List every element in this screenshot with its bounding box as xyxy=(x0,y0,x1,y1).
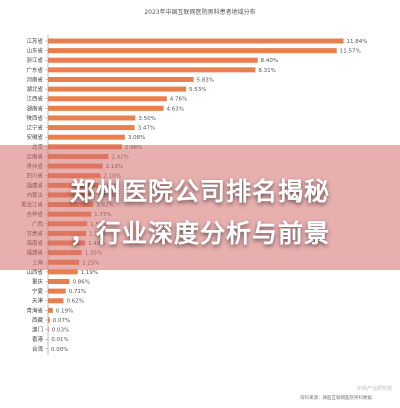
category-label: 澳门 xyxy=(32,326,43,334)
data-label: 0.86% xyxy=(72,280,89,286)
bar xyxy=(48,269,78,275)
bar xyxy=(48,327,49,333)
bar xyxy=(48,307,53,313)
category-label: 陕西省 xyxy=(26,114,43,122)
bar xyxy=(48,38,344,44)
watermark: 中商产业研究院 xyxy=(357,385,392,392)
data-label: 0.71% xyxy=(69,289,86,295)
category-label: 香港 xyxy=(32,335,44,343)
bar xyxy=(48,125,135,131)
data-label: 5.53% xyxy=(189,87,206,93)
data-label: 3.47% xyxy=(138,126,155,132)
category-label: 西藏 xyxy=(32,316,44,324)
headline-overlay xyxy=(0,145,400,270)
bar xyxy=(48,105,164,111)
category-label: 宁夏 xyxy=(32,287,44,295)
chart-title: 2023年中国互联网医院男科患者地域分布 xyxy=(144,8,255,16)
category-label: 安徽省 xyxy=(26,133,43,141)
category-label: 河南省 xyxy=(26,75,43,83)
category-label: 山西省 xyxy=(26,268,43,276)
data-label: 11.57% xyxy=(340,49,361,55)
data-label: 8.40% xyxy=(261,58,278,64)
data-label: 4.63% xyxy=(167,106,184,112)
category-label: 辽宁省 xyxy=(26,124,43,132)
data-label: 4.76% xyxy=(170,97,187,103)
category-label: 台湾 xyxy=(32,345,44,353)
category-label: 重庆 xyxy=(32,278,44,286)
bar xyxy=(48,57,258,63)
bar xyxy=(48,115,136,121)
bar xyxy=(48,288,66,294)
category-label: 江苏省 xyxy=(26,37,43,45)
bar xyxy=(48,86,187,92)
data-label: 3.08% xyxy=(128,135,145,141)
category-label: 湖北省 xyxy=(26,85,43,93)
bar xyxy=(48,134,125,140)
data-label: 0.00% xyxy=(51,347,68,353)
bar xyxy=(48,96,167,102)
category-label: 江西省 xyxy=(26,95,43,103)
headline-line-1: 郑州医院公司排名揭秘 xyxy=(69,177,330,206)
bar xyxy=(48,279,70,284)
bar xyxy=(48,317,50,323)
data-label: 5.83% xyxy=(197,77,214,83)
bar xyxy=(48,76,194,82)
headline-line-2: ，行业深度分析与前景 xyxy=(69,219,330,248)
bar xyxy=(48,298,64,304)
category-label: 山东省 xyxy=(26,47,43,55)
category-label: 浙江省 xyxy=(26,56,43,64)
category-label: 天津 xyxy=(32,298,44,305)
category-label: 广东省 xyxy=(26,66,43,74)
data-label: 11.84% xyxy=(347,39,368,45)
bar xyxy=(48,67,256,73)
data-label: 0.19% xyxy=(56,308,73,314)
data-label: 0.01% xyxy=(51,337,68,343)
data-label: 8.31% xyxy=(258,68,275,74)
data-label: 3.50% xyxy=(138,116,155,122)
category-label: 青海省 xyxy=(26,306,43,314)
bar xyxy=(48,48,337,54)
data-label: 0.03% xyxy=(52,328,69,334)
source-note: 资料来源：微医互联网医院男科数据 xyxy=(300,394,372,401)
category-label: 湖南省 xyxy=(26,104,43,112)
data-label: 0.62% xyxy=(66,299,83,305)
data-label: 1.19% xyxy=(81,270,98,276)
data-label: 0.07% xyxy=(53,318,70,324)
